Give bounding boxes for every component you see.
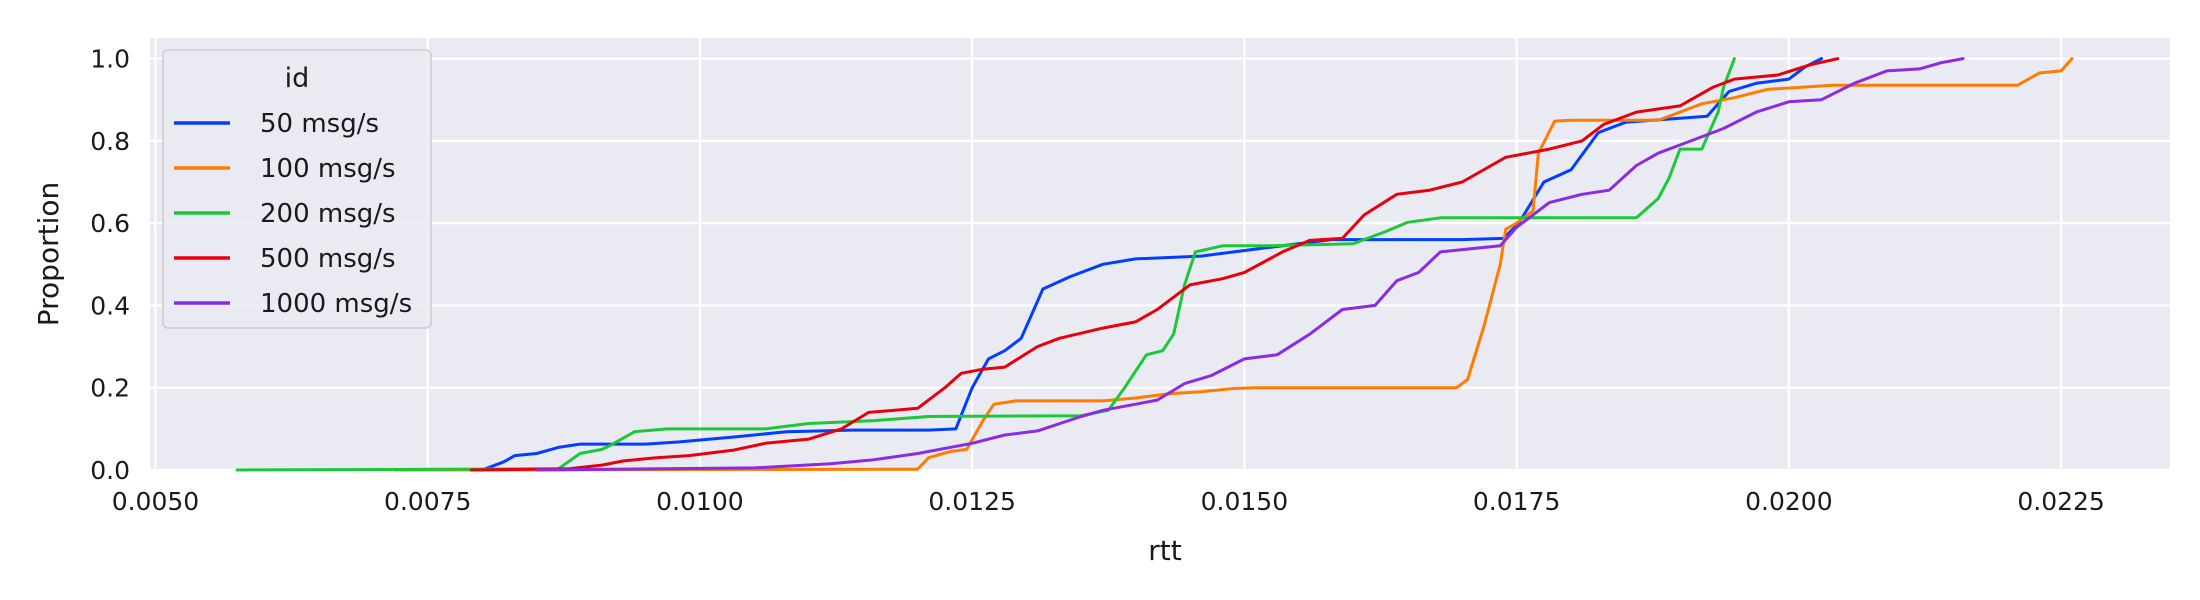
y-tick-label: 0.8 [90,127,130,156]
legend-label: 500 msg/s [260,244,396,274]
series-line [393,57,2074,472]
y-tick-label: 0.6 [90,209,130,238]
legend-items: 50 msg/s 100 msg/s 200 msg/s 500 msg/s 1000 … [174,109,412,319]
legend-title: id [285,63,310,94]
legend-label: 1000 msg/s [260,289,412,319]
y-tick-label: 0.0 [90,456,130,485]
x-tick-label: 0.0125 [928,487,1015,516]
x-tick-label: 0.0175 [1473,487,1560,516]
series-line [235,57,1736,472]
legend-label: 50 msg/s [260,109,379,139]
y-tick-label: 0.2 [90,374,130,403]
y-tick-label: 0.4 [90,291,130,320]
y-axis-ticks: 0.0 0.2 0.4 0.6 0.8 1.0 [90,45,130,485]
y-axis-title: Proportion [32,182,65,326]
series-line [535,57,1965,472]
x-tick-label: 0.0075 [384,487,471,516]
x-axis-ticks: 0.0050 0.0075 0.0100 0.0125 0.0150 0.0175 0.02… [112,487,2105,516]
x-tick-label: 0.0100 [656,487,743,516]
series-lines [235,57,2074,472]
legend: id 50 msg/s 100 msg/s 200 msg/s 500 msg/s 10… [162,49,432,329]
plot-background [150,38,2170,470]
x-tick-label: 0.0150 [1201,487,1288,516]
x-axis-title: rtt [1148,534,1181,567]
x-tick-label: 0.0050 [112,487,199,516]
x-tick-label: 0.0225 [2017,487,2104,516]
series-line [469,57,1840,472]
y-tick-label: 1.0 [90,45,130,74]
x-tick-label: 0.0200 [1745,487,1832,516]
series-line [480,57,1823,472]
legend-label: 100 msg/s [260,154,396,184]
legend-label: 200 msg/s [260,199,396,229]
